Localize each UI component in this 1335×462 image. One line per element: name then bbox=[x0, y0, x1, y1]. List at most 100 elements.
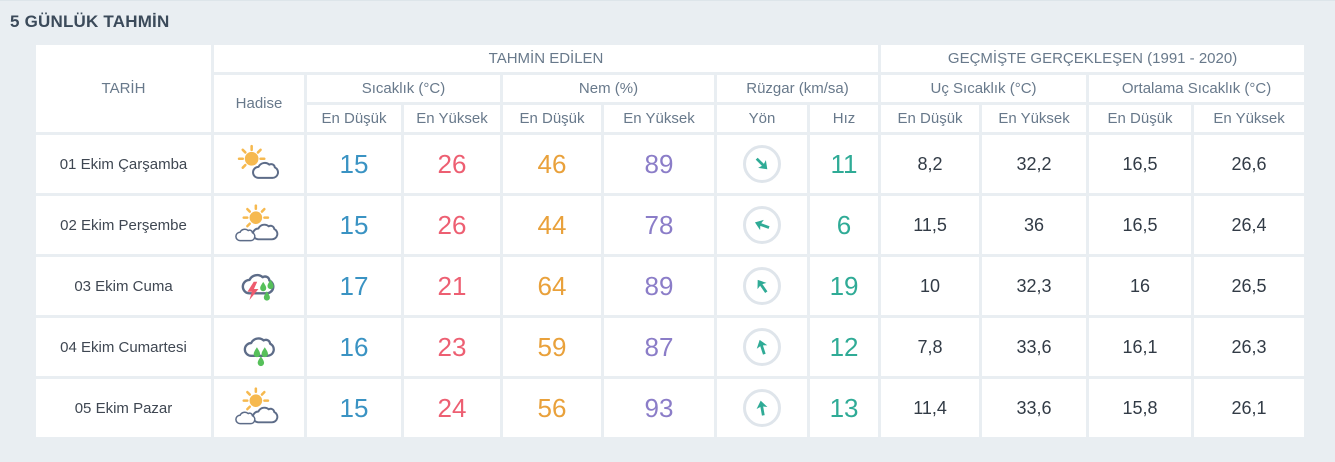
humidity-max-value: 89 bbox=[604, 257, 714, 315]
extreme-min-value: 11,4 bbox=[881, 379, 980, 437]
wind-direction-cell bbox=[717, 135, 807, 193]
extreme-min-value: 8,2 bbox=[881, 135, 980, 193]
weather-condition-cell bbox=[214, 196, 304, 254]
wind-direction-cell bbox=[717, 379, 807, 437]
wind-direction-icon bbox=[743, 328, 781, 366]
extreme-max-value: 36 bbox=[982, 196, 1087, 254]
weather-condition-cell bbox=[214, 257, 304, 315]
wind-direction-cell bbox=[717, 257, 807, 315]
column-header-humidity: Nem (%) bbox=[503, 75, 714, 102]
column-group-forecast: TAHMİN EDİLEN bbox=[214, 45, 879, 72]
average-min-value: 16 bbox=[1089, 257, 1192, 315]
wind-direction-icon bbox=[743, 267, 781, 305]
date-cell: 01 Ekim Çarşamba bbox=[36, 135, 211, 193]
temp-max-value: 26 bbox=[404, 135, 500, 193]
wind-speed-value: 13 bbox=[810, 379, 879, 437]
column-header-date: TARİH bbox=[36, 45, 211, 132]
humidity-max-value: 87 bbox=[604, 318, 714, 376]
weather-condition-icon bbox=[233, 204, 285, 246]
temp-max-value: 26 bbox=[404, 196, 500, 254]
subheader-average-max: En Yüksek bbox=[1194, 105, 1305, 132]
extreme-min-value: 10 bbox=[881, 257, 980, 315]
extreme-min-value: 7,8 bbox=[881, 318, 980, 376]
weather-condition-icon bbox=[233, 326, 285, 368]
column-group-historical: GEÇMİŞTE GERÇEKLEŞEN (1991 - 2020) bbox=[881, 45, 1305, 72]
column-header-temperature: Sıcaklık (°C) bbox=[307, 75, 500, 102]
wind-direction-icon bbox=[743, 145, 781, 183]
average-max-value: 26,3 bbox=[1194, 318, 1305, 376]
wind-speed-value: 19 bbox=[810, 257, 879, 315]
wind-speed-value: 12 bbox=[810, 318, 879, 376]
extreme-min-value: 11,5 bbox=[881, 196, 980, 254]
average-max-value: 26,6 bbox=[1194, 135, 1305, 193]
weather-condition-icon bbox=[233, 265, 285, 307]
extreme-max-value: 33,6 bbox=[982, 379, 1087, 437]
five-day-forecast-widget: 5 GÜNLÜK TAHMİN TARİH TAHMİN EDİLEN GEÇM… bbox=[0, 1, 1335, 440]
wind-direction-icon bbox=[743, 206, 781, 244]
wind-direction-cell bbox=[717, 318, 807, 376]
column-header-condition: Hadise bbox=[214, 75, 304, 132]
average-min-value: 16,5 bbox=[1089, 135, 1192, 193]
date-cell: 03 Ekim Cuma bbox=[36, 257, 211, 315]
average-min-value: 16,5 bbox=[1089, 196, 1192, 254]
forecast-row: 04 Ekim Cumartesi 16 23 59 87 12 7,8 33,… bbox=[36, 318, 1305, 376]
column-header-wind: Rüzgar (km/sa) bbox=[717, 75, 879, 102]
subheader-average-min: En Düşük bbox=[1089, 105, 1192, 132]
humidity-min-value: 56 bbox=[503, 379, 601, 437]
subheader-temp-min: En Düşük bbox=[307, 105, 401, 132]
header-category-row: Hadise Sıcaklık (°C) Nem (%) Rüzgar (km/… bbox=[36, 75, 1305, 132]
extreme-max-value: 33,6 bbox=[982, 318, 1087, 376]
humidity-max-value: 78 bbox=[604, 196, 714, 254]
temp-min-value: 15 bbox=[307, 135, 401, 193]
subheader-extreme-min: En Düşük bbox=[881, 105, 980, 132]
forecast-table: TARİH TAHMİN EDİLEN GEÇMİŞTE GERÇEKLEŞEN… bbox=[33, 42, 1307, 440]
weather-condition-icon bbox=[233, 143, 285, 185]
humidity-max-value: 89 bbox=[604, 135, 714, 193]
forecast-row: 03 Ekim Cuma 17 21 64 89 19 10 32,3 16 2… bbox=[36, 257, 1305, 315]
wind-direction-icon bbox=[743, 389, 781, 427]
humidity-min-value: 59 bbox=[503, 318, 601, 376]
subheader-humidity-max: En Yüksek bbox=[604, 105, 714, 132]
forecast-row: 05 Ekim Pazar 15 24 56 93 13 11,4 33,6 1… bbox=[36, 379, 1305, 437]
page-title: 5 GÜNLÜK TAHMİN bbox=[10, 12, 170, 31]
wind-speed-value: 6 bbox=[810, 196, 879, 254]
temp-min-value: 16 bbox=[307, 318, 401, 376]
subheader-temp-max: En Yüksek bbox=[404, 105, 500, 132]
wind-direction-cell bbox=[717, 196, 807, 254]
average-max-value: 26,4 bbox=[1194, 196, 1305, 254]
header-group-row: TARİH TAHMİN EDİLEN GEÇMİŞTE GERÇEKLEŞEN… bbox=[36, 45, 1305, 132]
humidity-max-value: 93 bbox=[604, 379, 714, 437]
humidity-min-value: 46 bbox=[503, 135, 601, 193]
temp-min-value: 15 bbox=[307, 196, 401, 254]
wind-speed-value: 11 bbox=[810, 135, 879, 193]
date-cell: 05 Ekim Pazar bbox=[36, 379, 211, 437]
subheader-humidity-min: En Düşük bbox=[503, 105, 601, 132]
header-subcolumn-row: En Düşük En Yüksek En Düşük En Yüksek Yö… bbox=[36, 105, 1305, 132]
weather-condition-cell bbox=[214, 135, 304, 193]
forecast-row: 01 Ekim Çarşamba 15 26 46 89 11 8,2 32,2… bbox=[36, 135, 1305, 193]
column-header-average-temp: Ortalama Sıcaklık (°C) bbox=[1089, 75, 1305, 102]
date-cell: 04 Ekim Cumartesi bbox=[36, 318, 211, 376]
average-min-value: 15,8 bbox=[1089, 379, 1192, 437]
temp-max-value: 21 bbox=[404, 257, 500, 315]
temp-max-value: 23 bbox=[404, 318, 500, 376]
temp-min-value: 17 bbox=[307, 257, 401, 315]
subheader-wind-direction: Yön bbox=[717, 105, 807, 132]
extreme-max-value: 32,2 bbox=[982, 135, 1087, 193]
temp-max-value: 24 bbox=[404, 379, 500, 437]
subheader-extreme-max: En Yüksek bbox=[982, 105, 1087, 132]
humidity-min-value: 64 bbox=[503, 257, 601, 315]
temp-min-value: 15 bbox=[307, 379, 401, 437]
extreme-max-value: 32,3 bbox=[982, 257, 1087, 315]
subheader-wind-speed: Hız bbox=[810, 105, 879, 132]
date-cell: 02 Ekim Perşembe bbox=[36, 196, 211, 254]
weather-condition-cell bbox=[214, 379, 304, 437]
average-max-value: 26,1 bbox=[1194, 379, 1305, 437]
average-min-value: 16,1 bbox=[1089, 318, 1192, 376]
average-max-value: 26,5 bbox=[1194, 257, 1305, 315]
weather-condition-cell bbox=[214, 318, 304, 376]
forecast-row: 02 Ekim Perşembe 15 26 44 78 6 11,5 36 1… bbox=[36, 196, 1305, 254]
column-header-extreme-temp: Uç Sıcaklık (°C) bbox=[881, 75, 1087, 102]
humidity-min-value: 44 bbox=[503, 196, 601, 254]
weather-condition-icon bbox=[233, 387, 285, 429]
